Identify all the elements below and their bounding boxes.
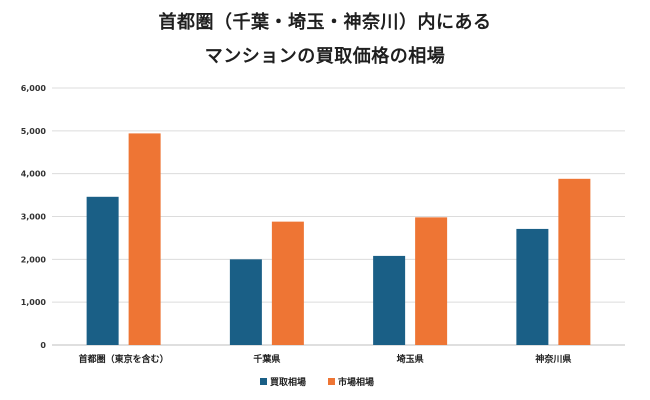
- bar: [415, 217, 448, 345]
- chart-title-line-2: マンションの買取価格の相場: [204, 46, 446, 67]
- x-axis-categories: 首都圏（東京を含む） 千葉県 埼玉県 神奈川県: [79, 353, 572, 365]
- legend-swatch: [260, 378, 267, 385]
- chart-title-line-1: 首都圏（千葉・埼玉・神奈川）内にある: [158, 12, 492, 33]
- bar: [86, 196, 119, 345]
- y-tick-label: 4,000: [21, 170, 47, 179]
- legend-swatch: [328, 378, 335, 385]
- y-tick-label: 0: [40, 341, 46, 350]
- y-tick-label: 3,000: [21, 213, 47, 222]
- bar: [373, 255, 406, 345]
- bar: [558, 178, 591, 345]
- legend-label: 買取相場: [270, 376, 306, 388]
- x-category-label: 神奈川県: [535, 353, 571, 365]
- y-tick-label: 1,000: [21, 298, 47, 307]
- y-tick-label: 5,000: [21, 127, 47, 136]
- x-category-label: 千葉県: [253, 353, 280, 365]
- x-category-label: 首都圏（東京を含む）: [79, 353, 169, 365]
- legend: 買取相場 市場相場: [260, 376, 374, 388]
- legend-label: 市場相場: [338, 376, 374, 388]
- bar: [271, 221, 304, 345]
- y-axis-ticks: 0 1,000 2,000 3,000 4,000 5,000 6,000: [21, 84, 47, 350]
- bar: [128, 133, 161, 345]
- y-tick-label: 6,000: [21, 84, 47, 93]
- bars: [86, 133, 591, 345]
- x-category-label: 埼玉県: [397, 353, 424, 365]
- y-tick-label: 2,000: [21, 255, 47, 264]
- bar: [229, 259, 262, 345]
- bar: [516, 228, 549, 345]
